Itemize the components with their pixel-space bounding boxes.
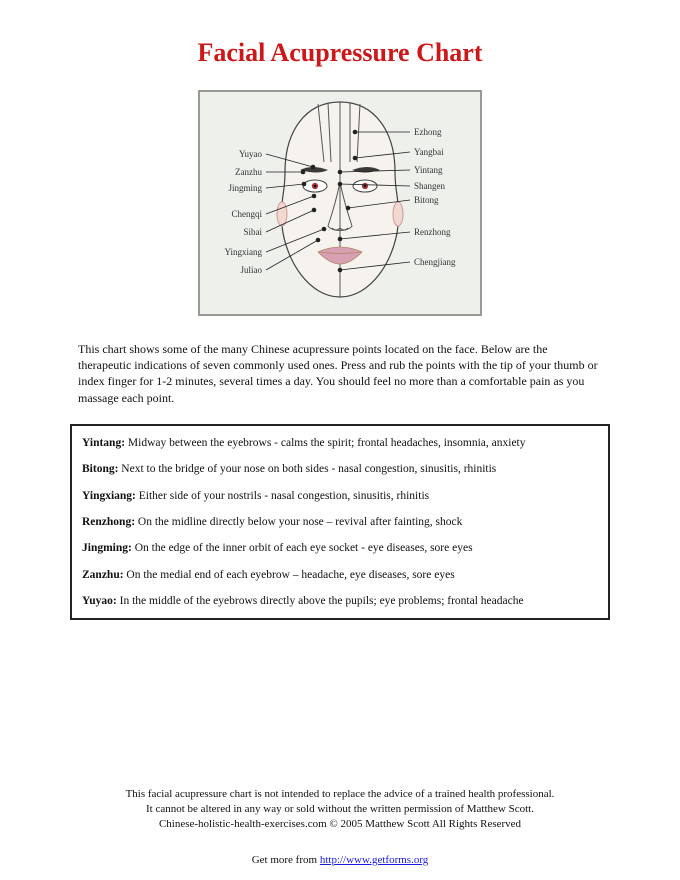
point-name: Yintang: <box>82 437 125 449</box>
point-row: Zanzhu: On the medial end of each eyebro… <box>82 568 598 582</box>
points-definitions-box: Yintang: Midway between the eyebrows - c… <box>70 424 610 621</box>
point-row: Yintang: Midway between the eyebrows - c… <box>82 436 598 450</box>
label-yingxiang: Yingxiang <box>225 247 263 257</box>
point-desc: Either side of your nostrils - nasal con… <box>136 490 429 502</box>
disclaimer-line: It cannot be altered in any way or sold … <box>0 802 680 817</box>
disclaimer-line: Chinese-holistic-health-exercises.com © … <box>0 817 680 832</box>
label-ezhong: Ezhong <box>414 127 442 137</box>
label-jingming: Jingming <box>228 183 262 193</box>
point-name: Renzhong: <box>82 516 135 528</box>
point-name: Jingming: <box>82 542 132 554</box>
label-yuyao: Yuyao <box>239 149 262 159</box>
point-row: Jingming: On the edge of the inner orbit… <box>82 541 598 555</box>
label-yangbai: Yangbai <box>414 147 444 157</box>
point-row: Renzhong: On the midline directly below … <box>82 515 598 529</box>
label-zanzhu: Zanzhu <box>235 167 262 177</box>
point-desc: On the medial end of each eyebrow – head… <box>124 569 455 581</box>
intro-paragraph: This chart shows some of the many Chines… <box>78 341 602 406</box>
point-desc: In the middle of the eyebrows directly a… <box>117 595 524 607</box>
point-row: Yingxiang: Either side of your nostrils … <box>82 489 598 503</box>
footer-attribution: Get more from http://www.getforms.org <box>0 854 680 866</box>
label-shangen: Shangen <box>414 181 445 191</box>
point-row: Yuyao: In the middle of the eyebrows dir… <box>82 594 598 608</box>
point-name: Bitong: <box>82 463 118 475</box>
label-bitong: Bitong <box>414 195 439 205</box>
point-desc: On the midline directly below your nose … <box>135 516 462 528</box>
point-desc: On the edge of the inner orbit of each e… <box>132 542 473 554</box>
point-desc: Next to the bridge of your nose on both … <box>118 463 496 475</box>
point-row: Bitong: Next to the bridge of your nose … <box>82 462 598 476</box>
label-renzhong: Renzhong <box>414 227 451 237</box>
point-name: Yingxiang: <box>82 490 136 502</box>
disclaimer-block: This facial acupressure chart is not int… <box>0 787 680 832</box>
point-desc: Midway between the eyebrows - calms the … <box>125 437 525 449</box>
footer-url-link[interactable]: http://www.getforms.org <box>320 854 428 866</box>
point-name: Yuyao: <box>82 595 117 607</box>
label-chengqi: Chengqi <box>232 209 263 219</box>
acupressure-face-diagram: Ezhong Yangbai Yintang Shangen Bitong Re… <box>198 90 482 316</box>
label-chengjiang: Chengjiang <box>414 257 456 267</box>
disclaimer-line: This facial acupressure chart is not int… <box>0 787 680 802</box>
label-yintang: Yintang <box>414 165 443 175</box>
page-title: Facial Acupressure Chart <box>60 38 620 68</box>
label-sibai: Sibai <box>243 227 262 237</box>
label-juliao: Juliao <box>241 265 263 275</box>
footer-prefix: Get more from <box>252 854 320 866</box>
point-name: Zanzhu: <box>82 569 124 581</box>
figure-container: Ezhong Yangbai Yintang Shangen Bitong Re… <box>60 90 620 321</box>
